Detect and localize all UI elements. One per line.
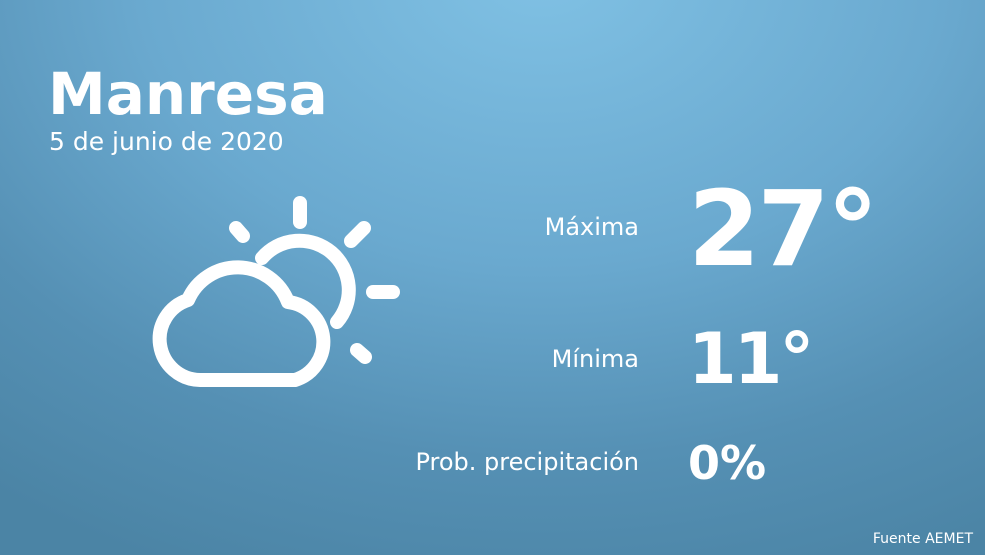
- max-temp-value: 27°: [688, 168, 879, 290]
- sun-ray: [229, 221, 250, 243]
- sun-ray: [350, 343, 372, 364]
- min-temp-value: 11°: [688, 318, 814, 400]
- precip-value: 0%: [688, 436, 767, 490]
- min-temp-label: Mínima: [551, 345, 639, 373]
- max-temp-label: Máxima: [544, 213, 639, 241]
- cloud: [152, 260, 331, 387]
- precip-label: Prob. precipitación: [415, 448, 639, 476]
- sun-ray: [344, 221, 371, 248]
- sun-arc: [255, 233, 356, 329]
- forecast-date: 5 de junio de 2020: [49, 127, 284, 156]
- city-name: Manresa: [48, 60, 328, 128]
- source-credit: Fuente AEMET: [872, 531, 973, 547]
